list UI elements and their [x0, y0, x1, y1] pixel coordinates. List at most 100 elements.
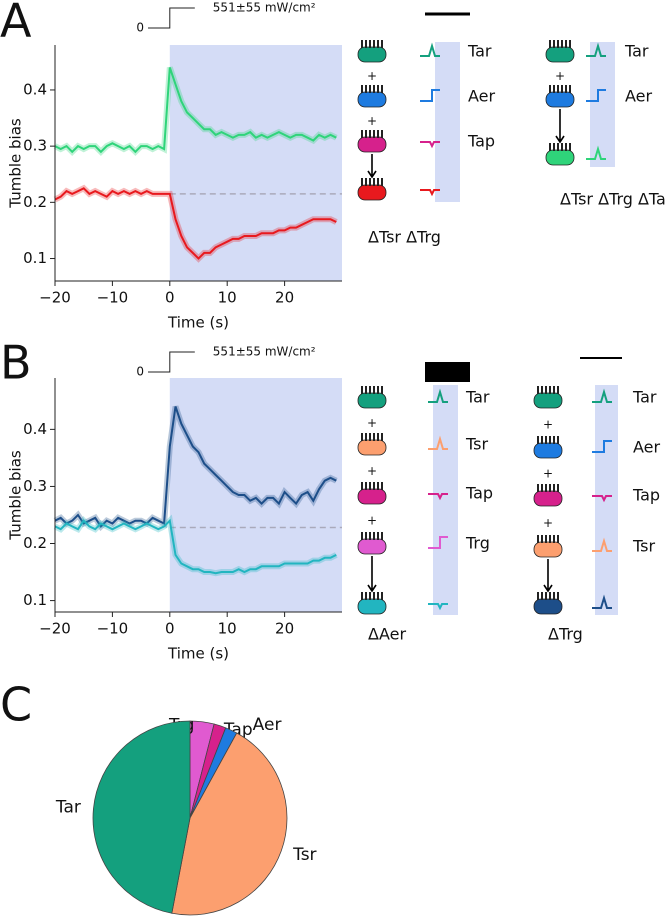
- strain-label: ΔTsr ΔTrg ΔTap: [560, 190, 666, 209]
- receptor: [365, 178, 367, 186]
- y-tick-label: 0.1: [23, 249, 47, 267]
- pie-slice: [171, 732, 288, 916]
- x-tick-label: −20: [39, 289, 71, 307]
- panel-label: C: [0, 678, 32, 732]
- receptor: [537, 484, 539, 492]
- arrow: [367, 154, 377, 179]
- receptor-cell: [357, 136, 387, 153]
- trace: [592, 388, 612, 403]
- stimulus-label: 0: [136, 365, 144, 379]
- receptor: [549, 386, 551, 394]
- receptor: [365, 386, 367, 394]
- panel-label: B: [0, 336, 32, 390]
- scale-bar: [425, 12, 470, 16]
- receptor-label: Tsr: [465, 435, 488, 454]
- plus-sign: +: [555, 69, 565, 83]
- trace: [592, 594, 612, 609]
- receptor: [545, 436, 547, 444]
- receptor: [565, 85, 567, 93]
- receptor: [361, 40, 363, 48]
- receptor-label: Tap: [632, 486, 660, 505]
- receptor-cell: [357, 184, 387, 201]
- receptor: [557, 386, 559, 394]
- x-axis-label: Time (s): [167, 645, 229, 663]
- receptor-label: Tap: [465, 484, 493, 503]
- receptor: [373, 85, 375, 93]
- receptor: [557, 535, 559, 543]
- x-axis-label: Time (s): [167, 314, 229, 332]
- series-line: [54, 187, 337, 260]
- receptor: [557, 40, 559, 48]
- receptor: [361, 178, 363, 186]
- receptor-cell: [533, 541, 563, 558]
- receptor: [561, 143, 563, 151]
- receptor: [557, 592, 559, 600]
- receptor: [373, 40, 375, 48]
- y-tick-label: 0.2: [23, 193, 47, 211]
- x-tick-label: 20: [275, 289, 294, 307]
- receptor: [553, 143, 555, 151]
- receptor: [377, 178, 379, 186]
- receptor: [381, 386, 383, 394]
- receptor: [541, 535, 543, 543]
- trace: [592, 495, 612, 503]
- receptor: [541, 436, 543, 444]
- receptor: [553, 85, 555, 93]
- receptor: [545, 592, 547, 600]
- stimulus-label: 551±55 mW/cm²: [213, 1, 316, 15]
- plus-sign: +: [367, 416, 377, 430]
- receptor: [537, 592, 539, 600]
- stimulus-label: 551±55 mW/cm²: [213, 345, 316, 359]
- receptor: [557, 143, 559, 151]
- x-tick-label: 20: [275, 620, 294, 638]
- plus-sign: +: [543, 516, 553, 530]
- plus-sign: +: [543, 418, 553, 432]
- plus-sign: +: [367, 514, 377, 528]
- y-tick-label: 0.2: [23, 534, 47, 552]
- trace: [586, 42, 606, 57]
- y-tick-label: 0.4: [23, 420, 47, 438]
- receptor: [369, 433, 371, 441]
- receptor-cell: [357, 91, 387, 108]
- trace-shading: [595, 385, 618, 615]
- y-tick-label: 0.3: [23, 137, 47, 155]
- receptor: [541, 386, 543, 394]
- receptor: [549, 535, 551, 543]
- strain-label: ΔTrg: [548, 625, 583, 644]
- pie-label: Tar: [55, 798, 81, 818]
- receptor: [373, 532, 375, 540]
- receptor: [365, 40, 367, 48]
- receptor: [365, 592, 367, 600]
- trace: [586, 145, 606, 160]
- receptor: [373, 386, 375, 394]
- receptor: [369, 386, 371, 394]
- receptor: [369, 130, 371, 138]
- trace: [428, 493, 448, 501]
- receptor: [381, 130, 383, 138]
- receptor: [537, 535, 539, 543]
- receptor: [377, 85, 379, 93]
- receptor: [373, 130, 375, 138]
- receptor: [373, 178, 375, 186]
- trace: [592, 537, 612, 552]
- receptor: [381, 40, 383, 48]
- receptor-label: Tsr: [632, 537, 655, 556]
- receptor-cell: [533, 490, 563, 507]
- stimulus-step: [148, 351, 195, 373]
- pie-label: Tsr: [292, 845, 316, 865]
- series-line: [54, 406, 337, 528]
- receptor-cell: [357, 538, 387, 555]
- trace: [420, 141, 440, 149]
- receptor-cell: [357, 488, 387, 505]
- receptor: [377, 386, 379, 394]
- receptor: [561, 40, 563, 48]
- y-axis-label: Tumble bias: [7, 118, 25, 209]
- x-tick-label: −10: [97, 289, 129, 307]
- receptor: [565, 40, 567, 48]
- receptor: [373, 482, 375, 490]
- y-tick-label: 0.4: [23, 80, 47, 98]
- receptor-cell: [545, 149, 575, 166]
- receptor: [569, 40, 571, 48]
- receptor-label: Tap: [467, 132, 495, 151]
- receptor: [549, 143, 551, 151]
